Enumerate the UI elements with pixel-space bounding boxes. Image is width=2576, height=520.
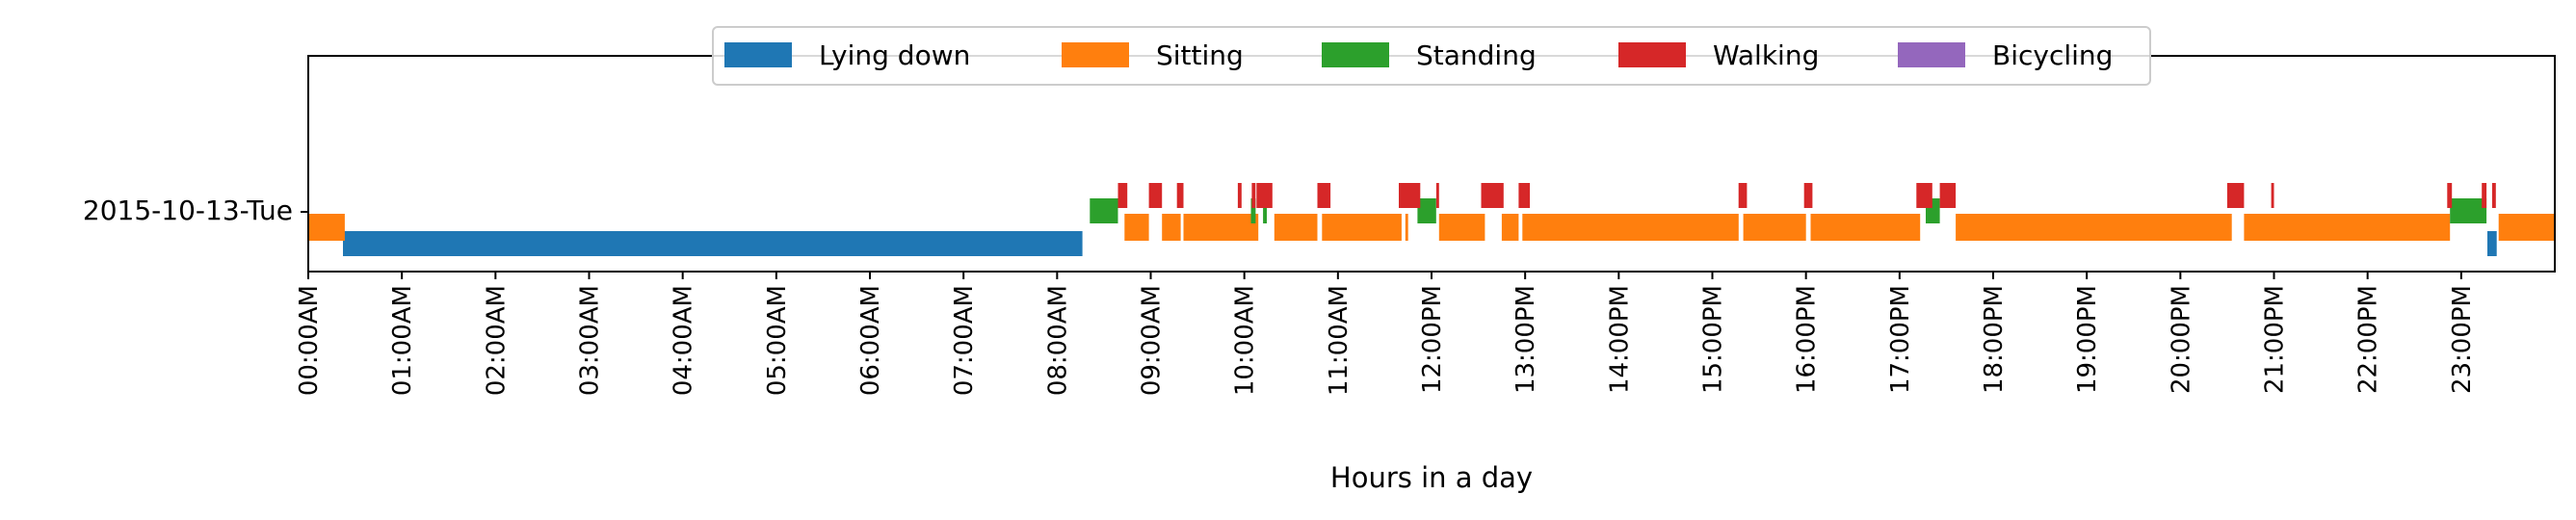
x-tick-label-14: 14:00PM [1605,285,1634,394]
bar-sitting-4 [1274,214,1318,241]
y-axis: 2015-10-13-Tue [83,195,308,226]
x-tick-label-1: 01:00AM [388,285,417,396]
x-tick-label-19: 19:00PM [2073,285,2102,394]
x-tick-label-9: 09:00AM [1138,285,1167,396]
legend-label-bicycling: Bicycling [1992,39,2113,71]
bar-standing-0 [1090,198,1118,223]
bar-walking-0 [1117,183,1128,208]
bar-sitting-3 [1183,214,1259,241]
x-tick-label-6: 06:00AM [856,285,885,396]
bar-walking-1 [1148,183,1163,208]
x-tick-label-18: 18:00PM [1980,285,2009,394]
bar-walking-11 [1738,183,1748,208]
bar-sitting-12 [1956,214,2232,241]
bar-standing-2 [1263,198,1267,223]
bar-walking-4 [1251,183,1256,208]
bar-walking-18 [2482,183,2487,208]
legend-label-standing: Standing [1416,39,1537,71]
x-tick-label-15: 15:00PM [1699,285,1728,394]
bar-walking-17 [2447,183,2453,208]
x-axis: 00:00AM 01:00AM 02:00AM 03:00AM 04:00AM 05:00… [295,272,2477,396]
bar-walking-7 [1399,183,1421,208]
x-tick-label-4: 04:00AM [670,285,698,396]
bar-sitting-6 [1405,214,1408,241]
bar-standing-1 [1250,198,1256,223]
y-tick-label: 2015-10-13-Tue [83,195,293,226]
bar-sitting-13 [2244,214,2451,241]
x-tick-label-8: 08:00AM [1043,285,1072,396]
legend-label-lying-down: Lying down [819,39,970,71]
bar-sitting-5 [1322,214,1402,241]
legend-frame [712,26,2151,86]
bar-sitting-14 [2498,214,2555,241]
bar-standing-5 [2450,198,2487,223]
bar-walking-6 [1317,183,1331,208]
bar-walking-2 [1176,183,1184,208]
legend-swatch-sitting [1062,42,1129,67]
x-tick-label-2: 02:00AM [482,285,511,396]
x-tick-label-17: 17:00PM [1886,285,1915,394]
legend-label-walking: Walking [1713,39,1819,71]
bar-lying-down-0 [343,231,1083,256]
bar-sitting-9 [1522,214,1739,241]
bar-sitting-8 [1501,214,1519,241]
x-tick-label-5: 05:00AM [763,285,792,396]
x-tick-label-21: 21:00PM [2261,285,2290,394]
bar-walking-19 [2491,183,2496,208]
legend-swatch-lying-down [724,42,792,67]
bar-walking-13 [1916,183,1932,208]
legend-swatch-standing [1322,42,1389,67]
bar-walking-14 [1939,183,1957,208]
bar-walking-5 [1256,183,1273,208]
bar-standing-3 [1417,198,1436,223]
bar-walking-9 [1481,183,1504,208]
x-tick-label-7: 07:00AM [950,285,979,396]
bar-walking-15 [2226,183,2245,208]
x-tick-label-11: 11:00AM [1325,285,1354,396]
x-tick-label-20: 20:00PM [2167,285,2195,394]
bar-lying-down-1 [2487,231,2497,256]
legend-swatch-walking [1618,42,1686,67]
bar-walking-3 [1237,183,1242,208]
x-tick-label-10: 10:00AM [1231,285,1260,396]
legend-label-sitting: Sitting [1156,39,1244,71]
x-axis-label: Hours in a day [1330,461,1533,494]
bar-walking-12 [1803,183,1813,208]
legend-swatch-bicycling [1898,42,1965,67]
bar-sitting-0 [308,214,345,241]
x-tick-label-12: 12:00PM [1418,285,1447,394]
x-tick-label-13: 13:00PM [1511,285,1540,394]
x-tick-label-22: 22:00PM [2354,285,2383,394]
bar-sitting-10 [1743,214,1806,241]
x-tick-label-23: 23:00PM [2448,285,2477,394]
bar-sitting-2 [1162,214,1181,241]
bar-sitting-1 [1124,214,1149,241]
bar-walking-8 [1435,183,1439,208]
legend: Lying down Sitting Standing Walking Bicyclin… [712,26,2151,86]
bar-walking-10 [1518,183,1531,208]
x-tick-label-0: 00:00AM [295,285,324,396]
x-tick-label-16: 16:00PM [1793,285,1822,394]
bar-sitting-7 [1438,214,1485,241]
bar-walking-16 [2271,183,2274,208]
bar-sitting-11 [1810,214,1921,241]
x-tick-label-3: 03:00AM [576,285,605,396]
bars-layer [308,183,2555,256]
